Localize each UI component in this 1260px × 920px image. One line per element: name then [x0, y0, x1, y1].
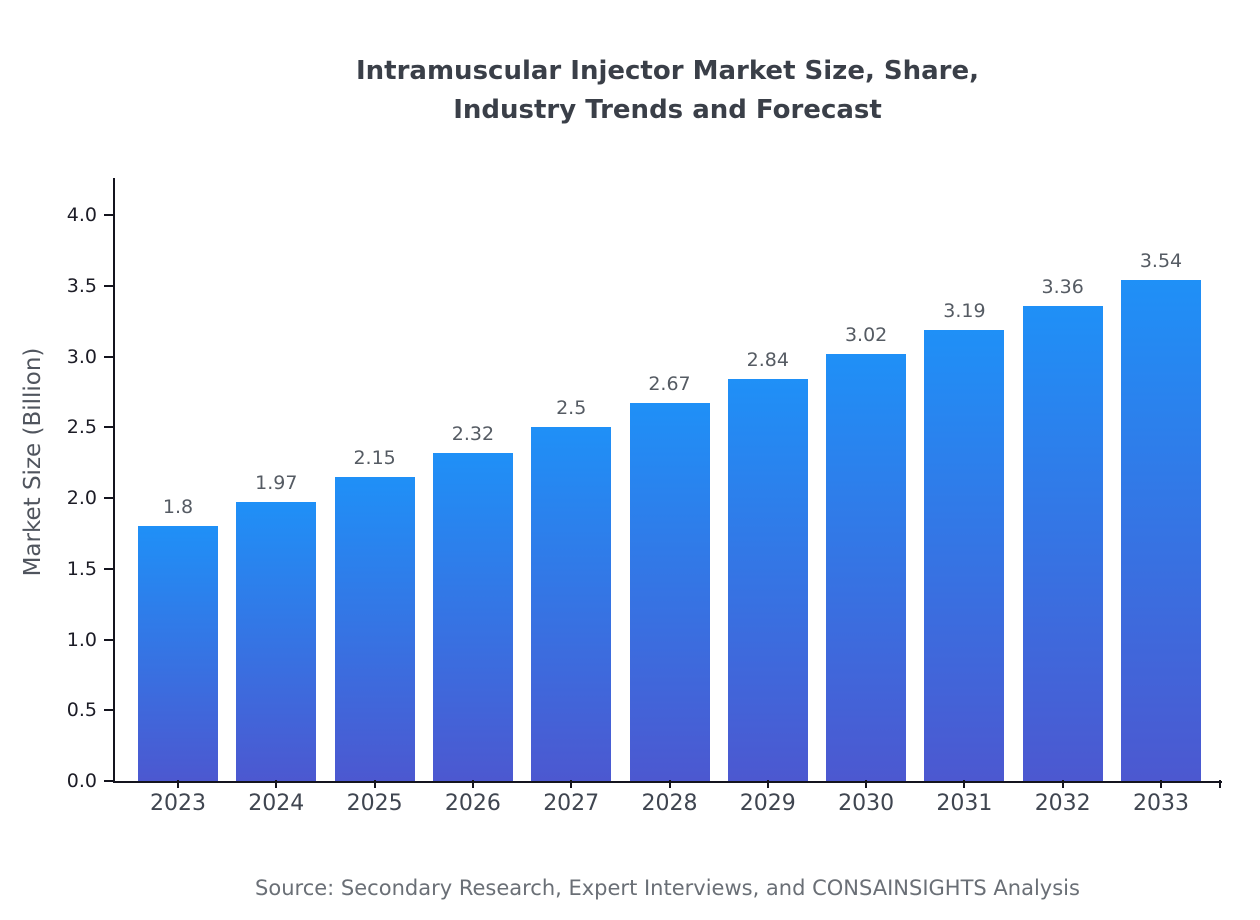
y-tick	[104, 214, 113, 217]
plot-area: 0.0 0.5 1.0 1.5 2.0 2.5 3.0 3.5 4.0 1.8 2023 1.97 20…	[67, 178, 1222, 816]
bar	[1022, 305, 1103, 781]
x-tick-label: 2032	[1034, 791, 1091, 816]
y-axis-title: Market Size (Billion)	[20, 347, 46, 577]
bar	[236, 502, 317, 781]
bar	[924, 329, 1005, 781]
bar	[826, 353, 907, 781]
bar-value-label: 2.84	[746, 349, 789, 372]
bar	[138, 526, 218, 781]
chart-title: Intramuscular Injector Market Size, Shar…	[115, 52, 1220, 130]
bar	[1121, 280, 1201, 781]
y-tick	[104, 497, 113, 500]
x-tick-label: 2029	[739, 791, 796, 816]
y-tick-label: 2.5	[66, 416, 97, 439]
source-note: Source: Secondary Research, Expert Inter…	[255, 876, 1080, 900]
chart-title-text: Intramuscular Injector Market Size, Shar…	[355, 56, 979, 125]
x-tick	[471, 780, 474, 788]
x-tick-label: 2030	[838, 791, 895, 816]
bar-value-label: 1.8	[162, 496, 194, 519]
x-tick-label: 2028	[641, 791, 698, 816]
x-tick-label: 2027	[543, 791, 600, 816]
x-tick-label: 2031	[936, 791, 993, 816]
bar-value-label: 2.67	[648, 373, 691, 396]
bar	[727, 379, 808, 781]
x-tick-label: 2023	[150, 791, 206, 816]
bar	[629, 403, 710, 781]
bar-value-label: 3.54	[1139, 250, 1183, 273]
x-tick	[963, 780, 966, 788]
y-tick-label: 2.0	[66, 487, 97, 510]
y-tick	[104, 355, 113, 358]
x-tick-label: 2024	[248, 791, 305, 816]
y-tick	[104, 780, 113, 782]
y-axis-line	[113, 178, 115, 783]
y-tick-label: 0.5	[66, 699, 97, 722]
x-tick	[1160, 780, 1162, 788]
x-tick-label: 2026	[444, 791, 501, 816]
bar-value-label: 2.15	[353, 446, 396, 469]
y-tick-label: 3.5	[66, 275, 97, 298]
bar	[531, 427, 612, 781]
bar-value-label: 2.32	[451, 422, 495, 445]
y-tick-label: 1.0	[66, 628, 97, 651]
x-tick	[865, 780, 868, 788]
y-tick	[104, 709, 113, 712]
x-tick	[275, 780, 278, 788]
x-tick-label: 2025	[346, 791, 403, 816]
x-axis-line	[113, 781, 1222, 783]
x-tick	[373, 780, 376, 788]
x-tick	[766, 780, 769, 788]
bar-value-label: 3.19	[943, 299, 986, 322]
x-tick	[1061, 780, 1064, 788]
y-tick-label: 3.0	[66, 345, 97, 368]
bar-value-label: 3.02	[844, 323, 888, 346]
y-tick-label: 1.5	[66, 557, 97, 580]
y-tick	[104, 426, 113, 429]
y-tick	[104, 285, 113, 288]
y-tick	[104, 638, 113, 641]
x-axis-end-tick	[1219, 780, 1221, 788]
y-tick-label: 0.0	[66, 770, 97, 792]
bar-value-label: 2.5	[556, 397, 587, 420]
x-tick	[177, 780, 179, 788]
y-tick	[104, 567, 113, 570]
bar	[334, 476, 415, 781]
x-tick-label: 2033	[1133, 791, 1189, 816]
x-tick	[668, 780, 671, 788]
bar-value-label: 1.97	[255, 472, 298, 495]
bar-value-label: 3.36	[1041, 275, 1084, 298]
y-tick-label: 4.0	[66, 204, 97, 227]
x-tick	[570, 780, 573, 788]
bar	[432, 452, 513, 781]
